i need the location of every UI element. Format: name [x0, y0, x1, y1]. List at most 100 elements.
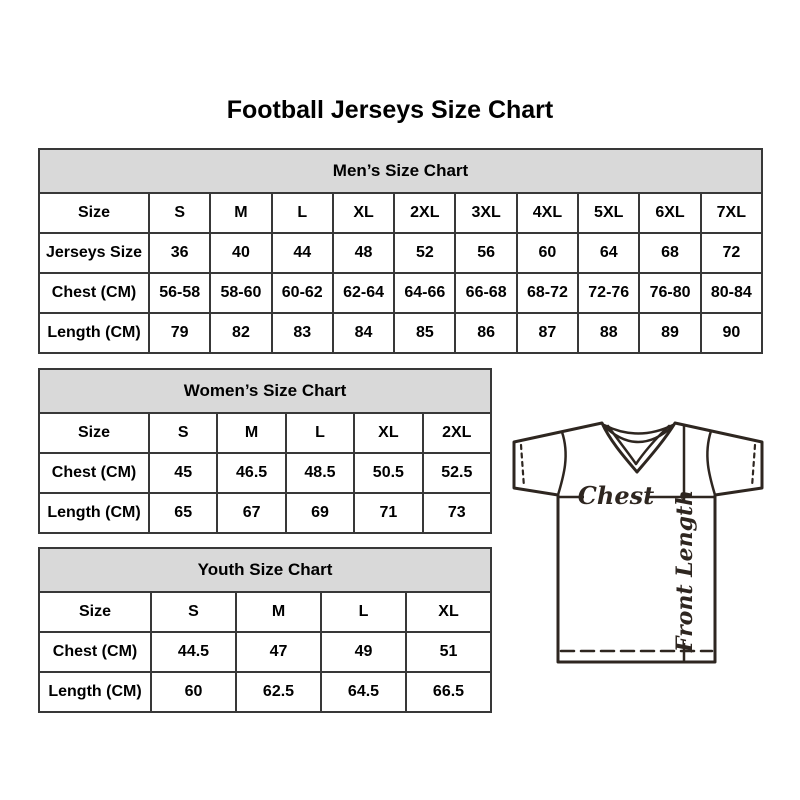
- size-cell: 7XL: [699, 192, 764, 234]
- row-label: Chest (CM): [38, 631, 152, 673]
- size-cell: 88: [577, 312, 641, 354]
- size-cell: 50.5: [353, 452, 424, 494]
- size-cell: 84: [331, 312, 396, 354]
- size-cell: S: [150, 591, 237, 633]
- row-label: Length (CM): [38, 312, 150, 354]
- size-cell: M: [209, 192, 273, 234]
- size-cell: 89: [638, 312, 702, 354]
- row-label: Jerseys Size: [38, 232, 150, 274]
- size-cell: 82: [209, 312, 273, 354]
- size-cell: 4XL: [515, 192, 580, 234]
- size-cell: 60: [515, 232, 580, 274]
- table-row: Size S M L XL 2XL 3XL 4XL 5XL 6XL 7XL: [38, 192, 764, 234]
- right-armhole-seam: [706, 429, 717, 497]
- size-cell: 56: [454, 232, 518, 274]
- table-row: Size S M L XL: [38, 591, 492, 633]
- size-cell: 3XL: [454, 192, 518, 234]
- size-cell: 62.5: [235, 671, 322, 713]
- mens-size-table: Men’s Size Chart Size S M L XL 2XL 3XL 4XL 5XL 6XL…: [38, 148, 764, 354]
- size-cell: L: [270, 192, 334, 234]
- size-cell: 2XL: [393, 192, 457, 234]
- size-cell: S: [147, 412, 219, 454]
- row-label: Chest (CM): [38, 452, 150, 494]
- size-cell: 72: [699, 232, 764, 274]
- jersey-diagram: Chest Front Length: [502, 398, 774, 683]
- left-cuff-stitch: [519, 443, 526, 489]
- size-cell: 48: [331, 232, 396, 274]
- row-label: Size: [38, 412, 150, 454]
- size-cell: 80-84: [699, 272, 764, 314]
- size-cell: 72-76: [577, 272, 641, 314]
- row-label: Chest (CM): [38, 272, 150, 314]
- size-cell: 44: [270, 232, 334, 274]
- size-cell: M: [235, 591, 322, 633]
- size-cell: 68-72: [515, 272, 580, 314]
- youth-size-table: Youth Size Chart Size S M L XL Chest (CM) 44.5 4…: [38, 547, 492, 713]
- womens-size-table: Women’s Size Chart Size S M L XL 2XL Chest (CM)…: [38, 368, 493, 534]
- size-cell: 5XL: [577, 192, 641, 234]
- size-cell: 48.5: [284, 452, 356, 494]
- size-cell: XL: [353, 412, 424, 454]
- chest-label: Chest: [578, 481, 654, 510]
- size-cell: 45: [147, 452, 219, 494]
- mens-size-table: Men’s Size Chart Size S M L XL 2XL 3XL 4XL 5XL 6XL…: [38, 148, 764, 354]
- size-cell: 69: [284, 492, 356, 534]
- size-cell: 86: [454, 312, 518, 354]
- size-cell: 2XL: [421, 412, 493, 454]
- size-cell: 40: [209, 232, 273, 274]
- size-cell: 66-68: [454, 272, 518, 314]
- size-cell: 44.5: [150, 631, 237, 673]
- size-cell: XL: [331, 192, 396, 234]
- table-title: Youth Size Chart: [38, 547, 492, 593]
- youth-size-table: Youth Size Chart Size S M L XL Chest (CM) 44.5 4…: [38, 547, 492, 713]
- right-cuff-stitch: [750, 443, 757, 489]
- table-row: Size S M L XL 2XL: [38, 412, 493, 454]
- table-row: Length (CM) 79 82 83 84 85 86 87 88 89 90: [38, 312, 764, 354]
- row-label: Size: [38, 591, 152, 633]
- size-cell: 6XL: [638, 192, 702, 234]
- size-cell: 65: [147, 492, 219, 534]
- size-cell: 83: [270, 312, 334, 354]
- size-cell: 66.5: [405, 671, 492, 713]
- size-cell: 73: [421, 492, 493, 534]
- size-cell: 79: [147, 312, 212, 354]
- size-cell: 56-58: [147, 272, 212, 314]
- table-title: Women’s Size Chart: [38, 368, 492, 414]
- size-cell: 64.5: [320, 671, 407, 713]
- row-label: Length (CM): [38, 492, 150, 534]
- table-row: Chest (CM) 44.5 47 49 51: [38, 631, 492, 673]
- size-cell: L: [320, 591, 407, 633]
- size-cell: 52: [393, 232, 457, 274]
- table-row: Length (CM) 65 67 69 71 73: [38, 492, 493, 534]
- row-label: Size: [38, 192, 150, 234]
- table-title: Men’s Size Chart: [38, 148, 763, 194]
- front-length-label: Front Length: [672, 490, 698, 653]
- size-cell: 76-80: [638, 272, 702, 314]
- size-cell: 64-66: [393, 272, 457, 314]
- table-row: Jerseys Size 36 40 44 48 52 56 60 64 68 72: [38, 232, 764, 274]
- front-length-label-bg: [671, 500, 697, 643]
- size-cell: 62-64: [331, 272, 396, 314]
- size-cell: 58-60: [209, 272, 273, 314]
- row-label: Length (CM): [38, 671, 152, 713]
- size-cell: 46.5: [216, 452, 287, 494]
- page-title: Football Jerseys Size Chart: [226, 96, 554, 124]
- jersey-outline: [512, 421, 764, 664]
- size-cell: 67: [216, 492, 287, 534]
- size-cell: 71: [353, 492, 424, 534]
- size-cell: 52.5: [421, 452, 493, 494]
- table-row: Chest (CM) 56-58 58-60 60-62 62-64 64-66 66-68…: [38, 272, 764, 314]
- size-cell: 60-62: [270, 272, 334, 314]
- chest-label-bg: [584, 484, 648, 509]
- size-cell: S: [147, 192, 212, 234]
- size-cell: XL: [405, 591, 492, 633]
- size-cell: 51: [405, 631, 492, 673]
- size-cell: 64: [577, 232, 641, 274]
- table-row: Length (CM) 60 62.5 64.5 66.5: [38, 671, 492, 713]
- table-row: Chest (CM) 45 46.5 48.5 50.5 52.5: [38, 452, 493, 494]
- size-cell: 60: [150, 671, 237, 713]
- womens-size-table: Women’s Size Chart Size S M L XL 2XL Chest (CM)…: [38, 368, 493, 534]
- size-cell: 47: [235, 631, 322, 673]
- jersey-svg: Chest Front Length: [512, 421, 764, 664]
